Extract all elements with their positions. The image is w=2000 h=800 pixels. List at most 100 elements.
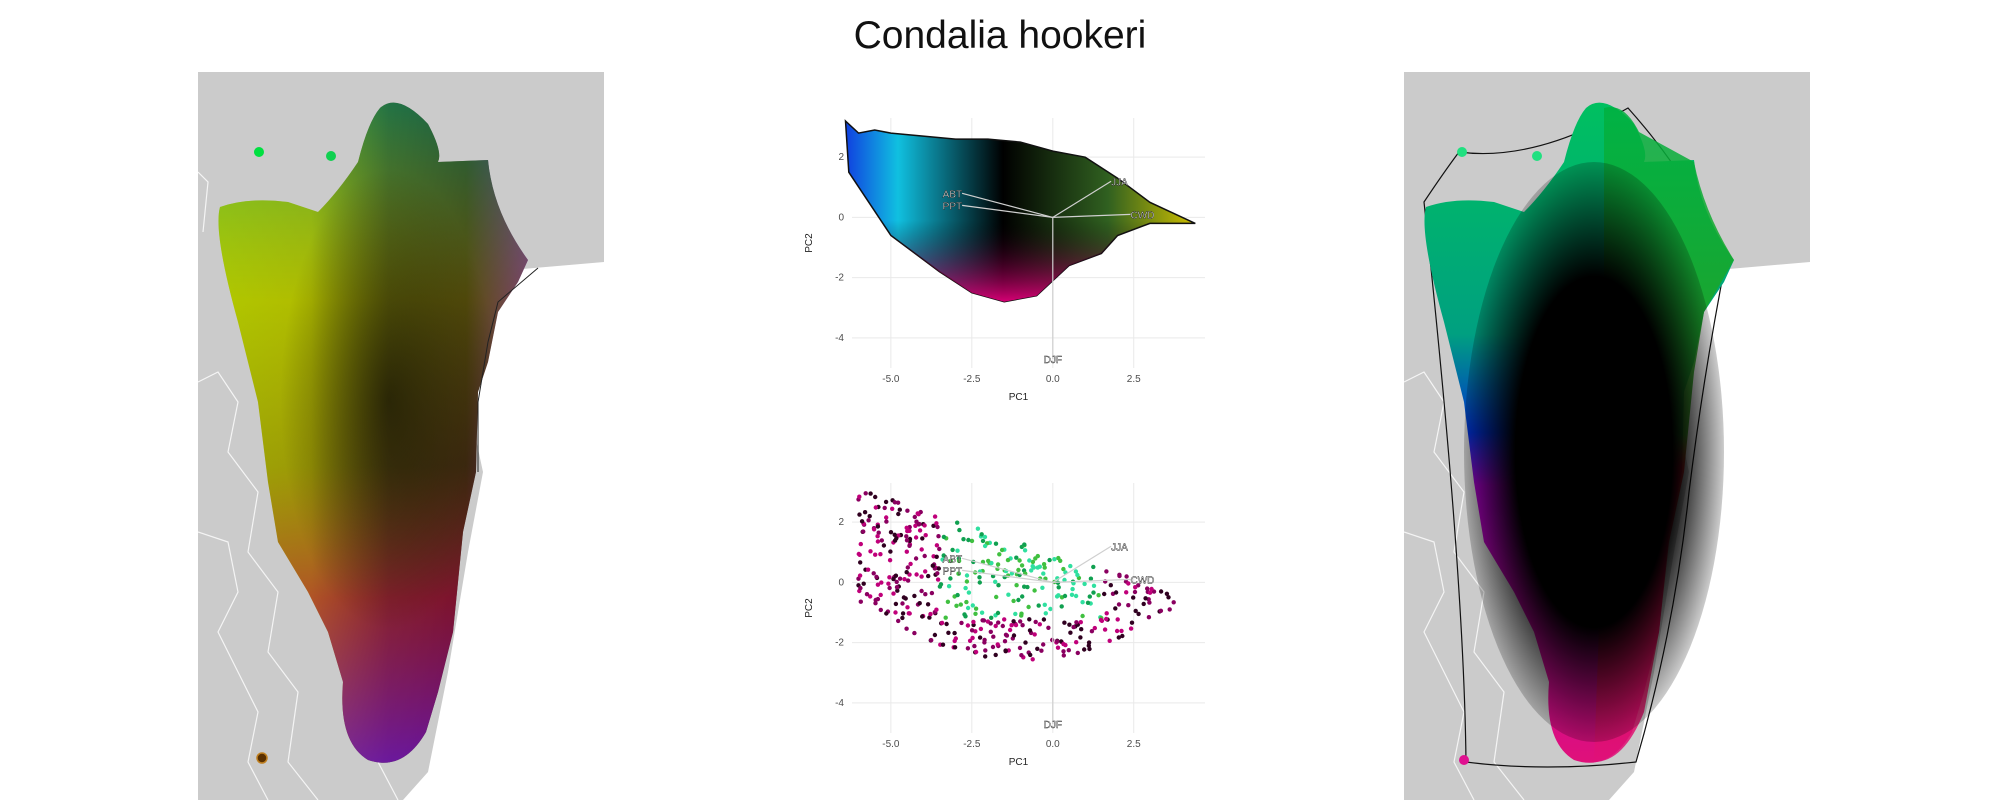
cloud-point [940,642,946,647]
y-tick-label: 0 [838,577,844,588]
loading-arrow [1052,545,1112,583]
cloud-point [1019,613,1024,618]
cloud-point [873,505,878,510]
cloud-point [1133,608,1138,614]
cloud-point [990,644,996,650]
x-tick-label: -2.5 [963,374,981,385]
cloud-point [952,638,957,644]
cloud-point [873,494,878,500]
loading-arrow [1052,578,1131,583]
cloud-point [993,579,998,584]
cloud-point [1011,598,1016,604]
cloud-point [1126,603,1131,608]
cloud-point [929,590,935,596]
y-tick-label: -4 [835,698,844,709]
hull [844,119,1196,303]
cloud-point [1041,617,1047,622]
y-tick-label: -2 [835,273,844,284]
loading-label: JJA [1111,542,1128,553]
cloud-point [977,635,983,640]
cloud-point [1114,628,1120,634]
cloud-point [1080,613,1085,619]
cloud-point [904,525,909,530]
cloud-point [893,573,899,578]
cloud-point [1040,585,1045,590]
x-tick-label: -5.0 [882,739,900,750]
cloud-point [879,580,884,585]
cloud-point [963,585,968,591]
cloud-point [1075,650,1080,656]
cloud-point [891,591,896,596]
cloud-point [1027,628,1033,633]
cloud-point [858,599,863,604]
cloud-point [1062,620,1067,625]
cloud-point [875,524,881,529]
cloud-point [963,614,968,619]
cloud-point [1061,566,1066,572]
cloud-point [896,618,901,624]
cloud-point [994,594,999,600]
cloud-point [907,543,912,548]
cloud-point [904,538,910,543]
axes: -5.0 -2.5 0.0 2.5 2 0 -2 -4 PC1 PC2 [804,517,1141,768]
cloud-point [923,592,928,597]
cloud-point [945,599,951,604]
cloud-point [922,553,927,559]
cloud-point [1019,653,1024,658]
cloud-point [1096,593,1101,598]
loading-label: DJF [1044,720,1062,731]
cloud-point [900,615,905,621]
cloud-point [1120,633,1125,639]
cloud-point [981,618,987,623]
cloud-point [887,575,892,580]
cloud-point [1098,617,1104,623]
cloud-point [1029,568,1034,573]
cloud-point [935,524,940,530]
occurrence-point [254,147,264,157]
cloud-point [907,611,912,616]
cloud-point [893,610,898,615]
cloud-point [965,623,971,628]
cloud-point [866,518,871,523]
cloud-point [936,534,941,539]
loading-arrow [1052,180,1112,218]
cloud-point [1078,635,1083,640]
cloud-point [957,527,962,533]
cloud-point [934,607,939,612]
cloud-point [1116,602,1122,607]
cloud-point [965,605,971,611]
cloud-point [1055,645,1061,650]
cloud-point [888,530,894,535]
occurrence-point [326,151,336,161]
cloud-point [878,592,883,598]
cloud-point [884,519,889,524]
cloud-point [868,594,873,599]
cloud-point [1115,617,1120,622]
cloud-point [888,549,893,554]
cloud-point [1068,563,1073,569]
cloud-point [878,607,883,613]
cloud-point [934,521,939,526]
cloud-point [1087,646,1092,652]
cloud-point [859,519,865,524]
cloud-point [874,574,879,580]
cloud-point [979,532,984,537]
cloud-point [919,588,924,594]
axes: -5.0 -2.5 0.0 2.5 2 0 -2 -4 PC1 PC2 [804,152,1141,403]
cloud-point [961,537,966,542]
cloud-point [971,619,976,625]
cloud-point [935,571,940,576]
cloud-point [964,579,970,584]
cloud-point [1104,611,1109,616]
cloud-point [1070,586,1075,592]
cloud-point [1088,576,1094,581]
cloud-point [997,552,1002,557]
cloud-point [1107,638,1112,643]
cloud-point [966,537,971,543]
biplot-top: ABT PPT JJA CWD DJF -5.0 -2.5 0.0 2.5 2 0 -2 -4 PC1 P… [800,110,1215,410]
cloud-point [882,505,887,511]
figure-title: Condalia hookeri [853,14,1147,57]
cloud-point [1113,590,1119,595]
cloud-point [946,630,951,635]
